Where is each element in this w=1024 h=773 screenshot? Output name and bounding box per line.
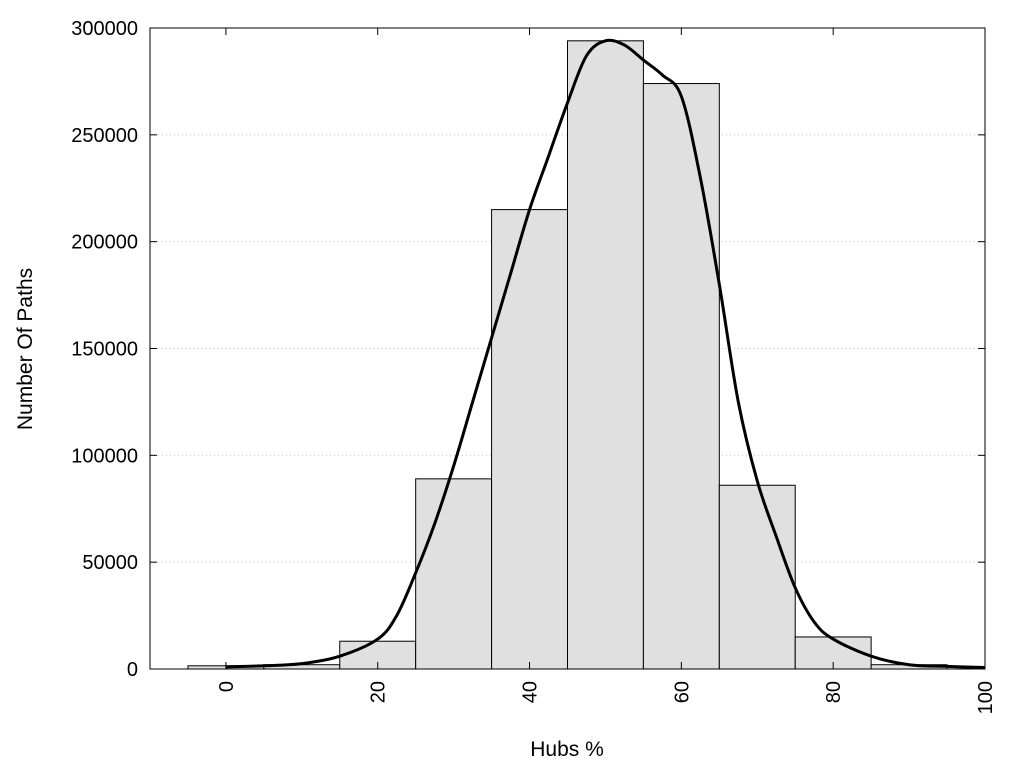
density-curve: [225, 38, 986, 670]
histogram-bar-4: [491, 209, 568, 670]
x-tick-label-0: 0: [216, 681, 238, 692]
x-tick-label-3: 60: [671, 681, 693, 703]
x-tick-label-5: 100: [975, 681, 997, 714]
x-axis-title: Hubs %: [530, 738, 604, 761]
x-tick-label-4: 80: [823, 681, 845, 703]
histogram-bar-7: [718, 484, 796, 670]
curve-layer: [225, 38, 986, 670]
bars-layer: [187, 40, 948, 670]
y-tick-label-3: 150000: [71, 339, 138, 361]
y-tick-label-0: 0: [127, 659, 138, 681]
histogram-bar-5: [567, 40, 644, 670]
y-tick-label-6: 300000: [71, 18, 138, 40]
y-axis-title: Number Of Paths: [14, 268, 37, 430]
y-tick-label-4: 200000: [71, 232, 138, 254]
histogram-bar-6: [642, 83, 720, 670]
x-tick-label-2: 40: [520, 681, 542, 703]
histogram-bar-3: [415, 478, 493, 670]
y-tick-label-5: 250000: [71, 125, 138, 147]
x-tick-label-1: 20: [368, 681, 390, 703]
y-tick-label-2: 100000: [71, 445, 138, 467]
y-tick-label-1: 50000: [82, 552, 138, 574]
ticks-layer: 0 50000 100000 150000 200000 250000 300000 0 20 4…: [71, 18, 997, 714]
